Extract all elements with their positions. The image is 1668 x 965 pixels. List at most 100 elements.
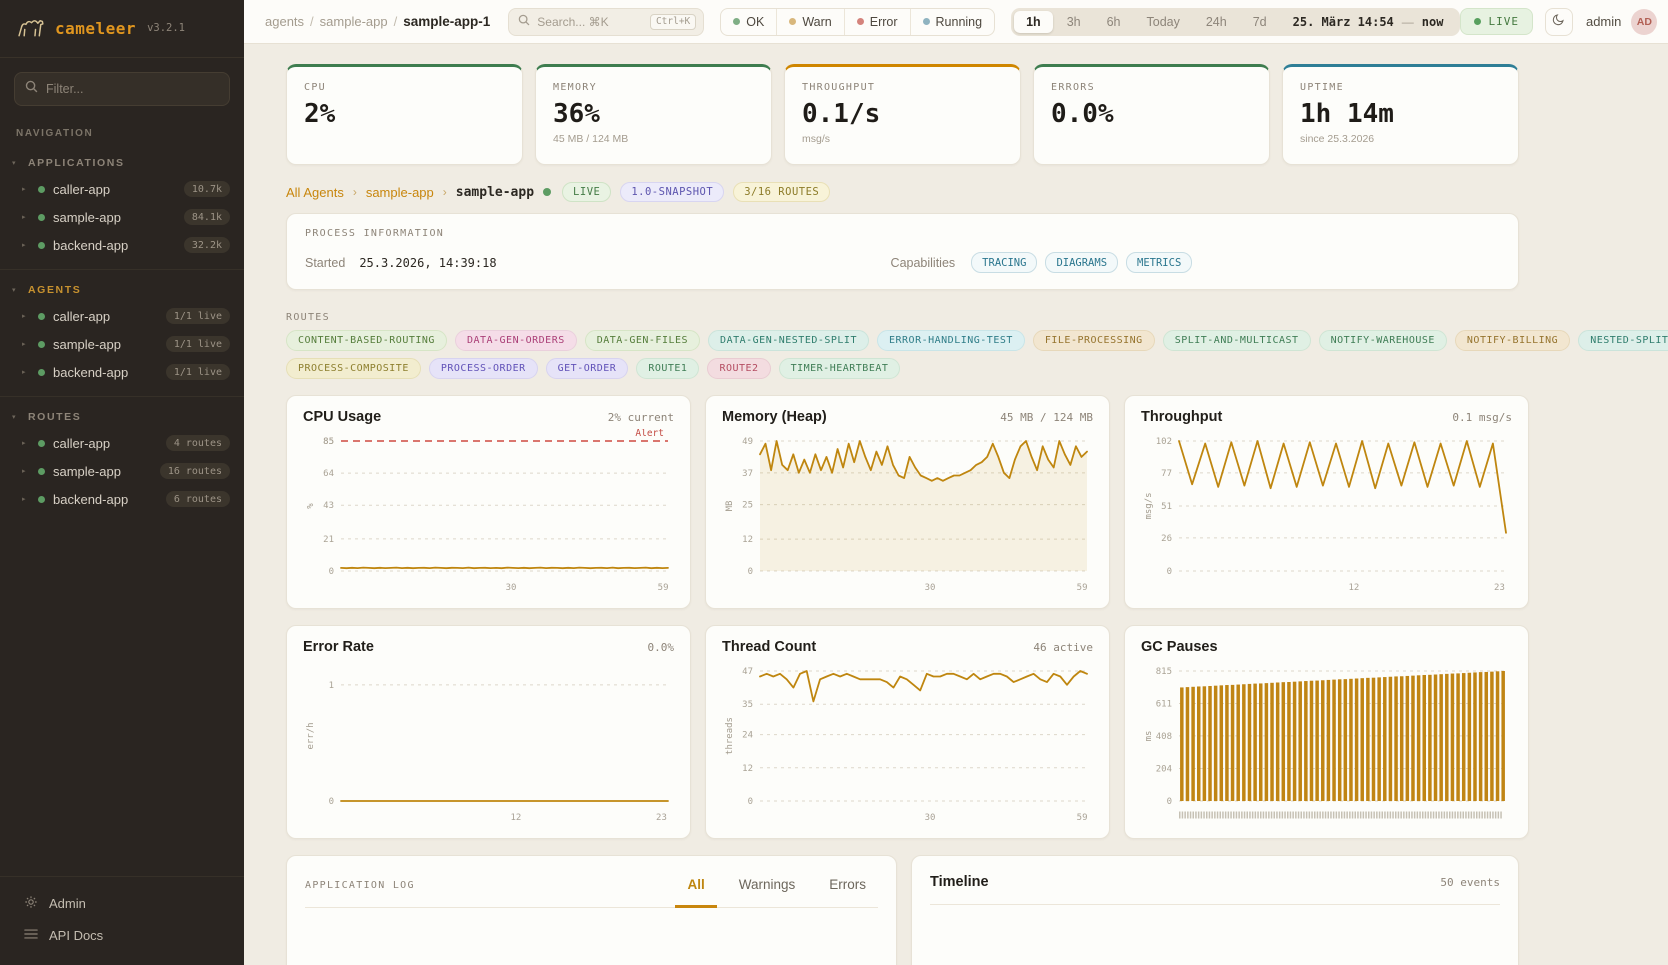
svg-text:threads: threads <box>725 717 735 755</box>
status-filter-running[interactable]: Running <box>911 9 995 35</box>
time-range-3h[interactable]: 3h <box>1066 14 1081 29</box>
avatar[interactable]: AD <box>1631 8 1658 35</box>
route-chip-error-handling-test[interactable]: ERROR-HANDLING-TEST <box>876 330 1025 351</box>
status-filter-error[interactable]: Error <box>845 8 911 35</box>
status-filter-ok[interactable]: OK <box>721 8 778 35</box>
metric-subtext: 45 MB / 124 MB <box>553 133 629 145</box>
breadcrumb-agents[interactable]: agents <box>265 14 305 29</box>
route-chip-data-gen-nested-split[interactable]: DATA-GEN-NESTED-SPLIT <box>708 330 869 351</box>
section-label: APPLICATIONS <box>28 157 125 169</box>
route-chip-notify-billing[interactable]: NOTIFY-BILLING <box>1454 330 1571 351</box>
search-shortcut-kbd: Ctrl+K <box>649 13 697 30</box>
status-filter-warn[interactable]: Warn <box>777 8 845 35</box>
agent-badge-live: LIVE <box>562 182 612 202</box>
sidebar-item-backend-app[interactable]: ▸ backend-app 32.2k <box>0 231 244 259</box>
svg-text:30: 30 <box>925 813 936 823</box>
route-chip-route2[interactable]: ROUTE2 <box>707 358 771 379</box>
metric-value: 0.1/s <box>802 99 881 129</box>
route-chip-split-and-multicast[interactable]: SPLIT-AND-MULTICAST <box>1162 330 1311 351</box>
time-range-today[interactable]: Today <box>1146 14 1180 29</box>
sidebar-item-sample-app[interactable]: ▸ sample-app 1/1 live <box>0 330 244 358</box>
status-filter-label: Warn <box>802 14 832 29</box>
metric-card-memory: MEMORY 36% 45 MB / 124 MB <box>535 64 772 165</box>
svg-text:0: 0 <box>1167 567 1172 577</box>
chart-current-value: 0.0% <box>647 641 675 654</box>
memory-heap--chart: 49 37 25 12 0 MB 30 59 <box>725 437 1088 593</box>
charts-row-2: Error Rate 0.0% 1 0 err/h 12 23 Thread Count 46 … <box>286 625 1529 839</box>
sidebar-item-admin[interactable]: Admin <box>0 887 244 920</box>
route-chip-notify-warehouse[interactable]: NOTIFY-WAREHOUSE <box>1318 330 1447 351</box>
breadcrumb-sample-app[interactable]: sample-app <box>319 14 388 29</box>
sidebar-item-backend-app[interactable]: ▸ backend-app 1/1 live <box>0 358 244 386</box>
metric-value: 2% <box>304 99 336 129</box>
process-info-title: PROCESS INFORMATION <box>305 228 445 239</box>
gc-pauses-chart: 815 611 408 204 0 ms <box>1144 667 1506 819</box>
chevron-right-icon: ▸ <box>22 214 26 221</box>
filter-input[interactable] <box>46 82 219 96</box>
sidebar-item-sample-app[interactable]: ▸ sample-app 16 routes <box>0 457 244 485</box>
log-tab-all[interactable]: All <box>675 865 717 908</box>
theme-toggle-button[interactable] <box>1544 7 1573 36</box>
svg-text:37: 37 <box>742 469 753 479</box>
route-chip-data-gen-files[interactable]: DATA-GEN-FILES <box>584 330 701 351</box>
search-icon <box>25 80 38 98</box>
route-chip-route1[interactable]: ROUTE1 <box>636 358 700 379</box>
sidebar-item-api-docs[interactable]: API Docs <box>0 920 244 951</box>
section-header-agents[interactable]: ▾ AGENTS <box>0 280 244 302</box>
svg-text:23: 23 <box>656 813 667 823</box>
route-chip-nested-split-demo[interactable]: NESTED-SPLIT-DEMO <box>1578 330 1668 351</box>
time-range-group: 1h 3h 6h Today 24h 7d 25. März 14:54 — now <box>1011 7 1461 36</box>
status-dot-icon <box>922 18 930 25</box>
svg-text:23: 23 <box>1494 583 1505 593</box>
metric-card-errors: ERRORS 0.0% <box>1033 64 1270 165</box>
log-tab-warnings[interactable]: Warnings <box>738 877 796 892</box>
time-range-1h[interactable]: 1h <box>1014 10 1053 33</box>
sidebar-item-sample-app[interactable]: ▸ sample-app 84.1k <box>0 203 244 231</box>
sidebar-item-caller-app[interactable]: ▸ caller-app 1/1 live <box>0 302 244 330</box>
agent-live-dot-icon <box>543 188 552 196</box>
item-badge: 1/1 live <box>165 364 230 380</box>
admin-label: Admin <box>49 896 86 911</box>
section-header-applications[interactable]: ▾ APPLICATIONS <box>0 153 244 175</box>
live-badge[interactable]: LIVE <box>1460 8 1533 35</box>
svg-text:21: 21 <box>323 535 334 545</box>
agent-badge-1-0-snapshot: 1.0-SNAPSHOT <box>620 182 725 202</box>
sidebar-item-caller-app[interactable]: ▸ caller-app 4 routes <box>0 429 244 457</box>
time-range-6h[interactable]: 6h <box>1106 14 1121 29</box>
sample-app-link[interactable]: sample-app <box>365 184 434 200</box>
svg-text:12: 12 <box>511 813 522 823</box>
chart-current-value: 46 active <box>1033 641 1093 654</box>
global-search-input[interactable]: Search... ⌘K Ctrl+K <box>508 7 705 36</box>
route-chip-content-based-routing[interactable]: CONTENT-BASED-ROUTING <box>286 330 447 351</box>
svg-text:102: 102 <box>1156 437 1172 447</box>
sidebar-item-backend-app[interactable]: ▸ backend-app 6 routes <box>0 485 244 513</box>
route-chip-data-gen-orders[interactable]: DATA-GEN-ORDERS <box>454 330 577 351</box>
route-chip-timer-heartbeat[interactable]: TIMER-HEARTBEAT <box>778 358 901 379</box>
item-badge: 16 routes <box>159 463 230 479</box>
sidebar-filter[interactable] <box>14 72 230 106</box>
capability-tracing: TRACING <box>971 252 1038 273</box>
cameleer-logo-icon <box>16 13 46 43</box>
metric-label: CPU <box>304 82 326 93</box>
route-chip-process-composite[interactable]: PROCESS-COMPOSITE <box>286 358 421 379</box>
svg-text:26: 26 <box>1161 534 1172 544</box>
metric-label: UPTIME <box>1300 82 1344 93</box>
route-chip-get-order[interactable]: GET-ORDER <box>545 358 629 379</box>
all-agents-link[interactable]: All Agents <box>286 184 344 200</box>
started-value: 25.3.2026, 14:39:18 <box>359 255 497 270</box>
routes-label: ROUTES <box>286 312 330 323</box>
sidebar-item-caller-app[interactable]: ▸ caller-app 10.7k <box>0 175 244 203</box>
gc-pauses-card: GC Pauses 815 611 408 204 0 ms <box>1124 625 1529 839</box>
route-chip-process-order[interactable]: PROCESS-ORDER <box>428 358 538 379</box>
logo-row[interactable]: cameleer v3.2.1 <box>0 0 244 58</box>
time-range-7d[interactable]: 7d <box>1252 14 1267 29</box>
log-tab-errors[interactable]: Errors <box>829 877 866 892</box>
chevron-right-icon: ▸ <box>22 369 26 376</box>
date-range[interactable]: 25. März 14:54 — now <box>1292 14 1444 29</box>
status-dot-icon <box>789 18 797 25</box>
time-range-24h[interactable]: 24h <box>1205 14 1227 29</box>
svg-text:ms: ms <box>1144 731 1154 742</box>
route-chip-file-processing[interactable]: FILE-PROCESSING <box>1032 330 1155 351</box>
section-label: AGENTS <box>28 284 82 296</box>
section-header-routes[interactable]: ▾ ROUTES <box>0 407 244 429</box>
